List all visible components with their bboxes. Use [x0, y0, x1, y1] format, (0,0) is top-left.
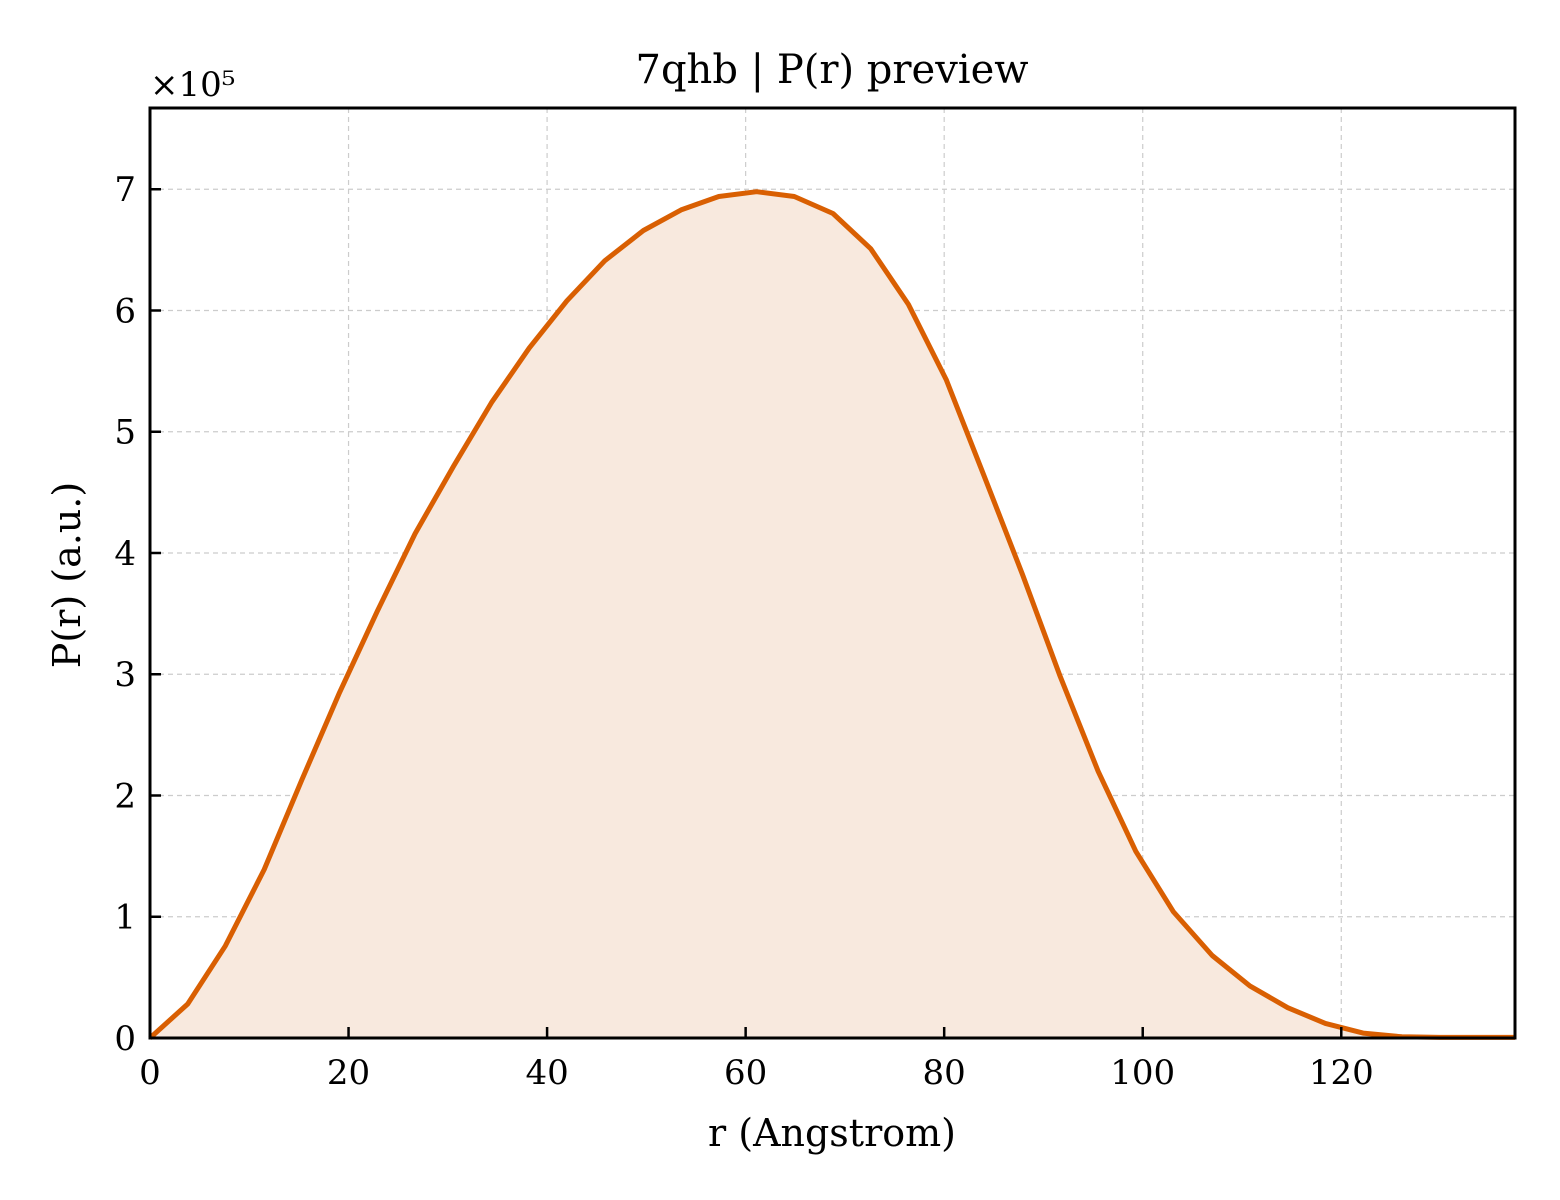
y-tick-label: 7	[114, 170, 136, 210]
x-tick-label: 120	[1309, 1053, 1374, 1093]
pr-series-line	[148, 189, 1515, 1040]
plot-frame	[148, 106, 1517, 1040]
x-tick-label: 20	[327, 1053, 370, 1093]
y-tick-label: 1	[114, 898, 136, 938]
pr-area-fill	[150, 191, 1515, 1038]
y-tick-label: 5	[114, 413, 136, 453]
y-tick-label: 6	[114, 291, 136, 331]
x-tick-label: 100	[1110, 1053, 1175, 1093]
y-tick-label: 4	[114, 534, 136, 574]
x-tick-label: 60	[724, 1053, 767, 1093]
y-tick-label: 3	[114, 655, 136, 695]
axis-ticks: 0 20 40 60 80 100 120 0 1 2 3 4 5 6 7	[114, 170, 1373, 1093]
y-axis-multiplier: ×10⁵	[150, 65, 235, 105]
x-tick-label: 0	[139, 1053, 161, 1093]
y-tick-label: 2	[114, 776, 136, 816]
x-tick-label: 80	[923, 1053, 966, 1093]
chart-title: 7qhb | P(r) preview	[636, 47, 1029, 93]
y-axis-title: P(r) (a.u.)	[45, 482, 89, 668]
y-tick-label: 0	[114, 1019, 136, 1059]
x-tick-label: 40	[525, 1053, 568, 1093]
x-axis-title: r (Angstrom)	[708, 1111, 956, 1155]
